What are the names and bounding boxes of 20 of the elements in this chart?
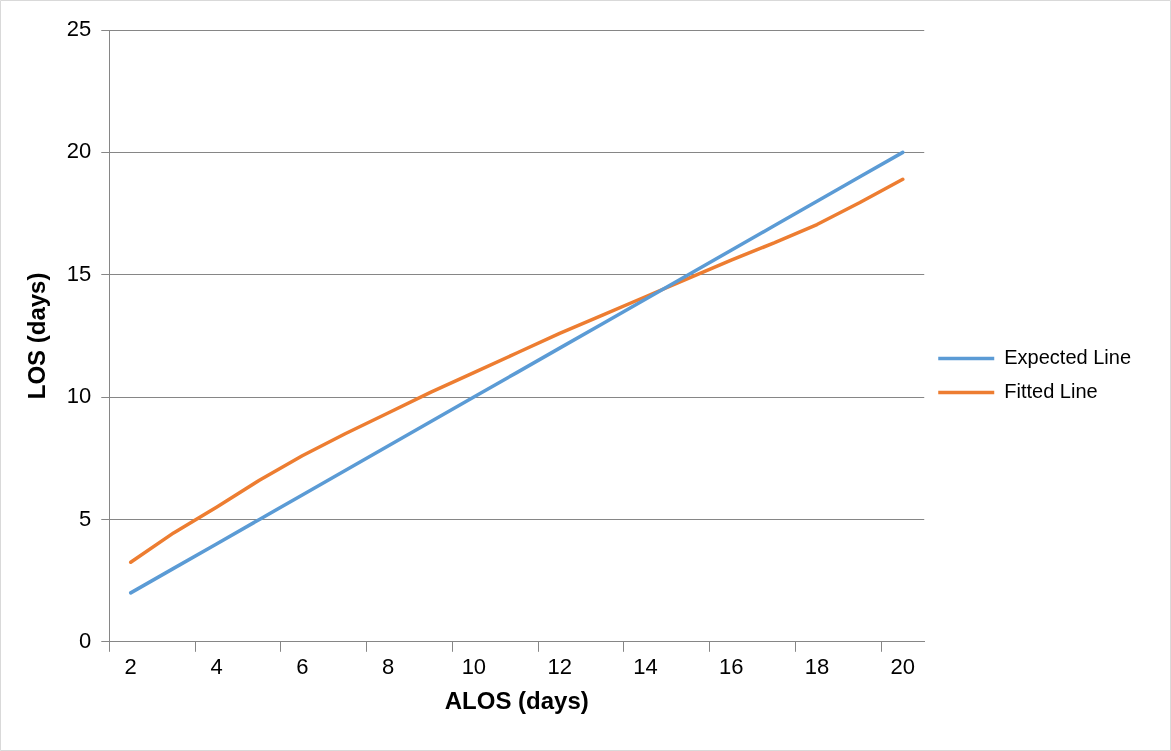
y-tick-label: 5	[79, 505, 92, 531]
legend-label: Fitted Line	[1004, 380, 1098, 403]
y-axis-title: LOS (days)	[23, 272, 51, 400]
y-tick-label: 25	[66, 16, 92, 42]
x-tick-label: 10	[461, 654, 487, 680]
x-tick-label: 14	[633, 654, 658, 680]
y-tick-label: 20	[66, 138, 92, 164]
y-tick-label: 15	[66, 260, 92, 286]
legend-label: Expected Line	[1004, 346, 1132, 369]
x-tick-label: 18	[804, 654, 830, 680]
x-tick-label: 8	[381, 654, 395, 680]
x-axis-title: ALOS (days)	[444, 687, 589, 715]
x-tick-label: 6	[296, 654, 309, 680]
x-tick-label: 20	[890, 654, 916, 680]
x-tick-label: 4	[210, 654, 223, 680]
y-tick-label: 0	[79, 627, 92, 653]
y-tick-label: 10	[66, 383, 92, 409]
x-tick-label: 2	[124, 654, 137, 680]
x-tick-label: 16	[718, 654, 744, 680]
x-tick-label: 12	[547, 654, 572, 680]
